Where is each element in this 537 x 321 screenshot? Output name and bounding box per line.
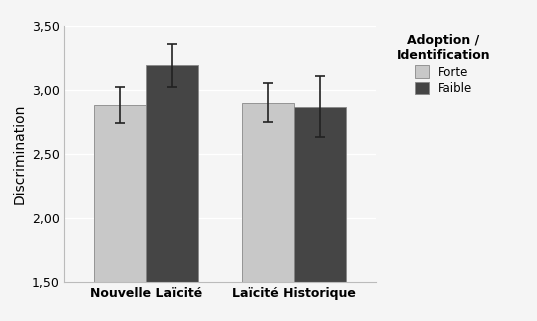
Bar [146,65,198,321]
Bar [242,103,294,321]
Bar [94,105,146,321]
Bar [294,107,346,321]
Legend: Forte, Faible: Forte, Faible [394,31,492,98]
Y-axis label: Discrimination: Discrimination [12,104,26,204]
